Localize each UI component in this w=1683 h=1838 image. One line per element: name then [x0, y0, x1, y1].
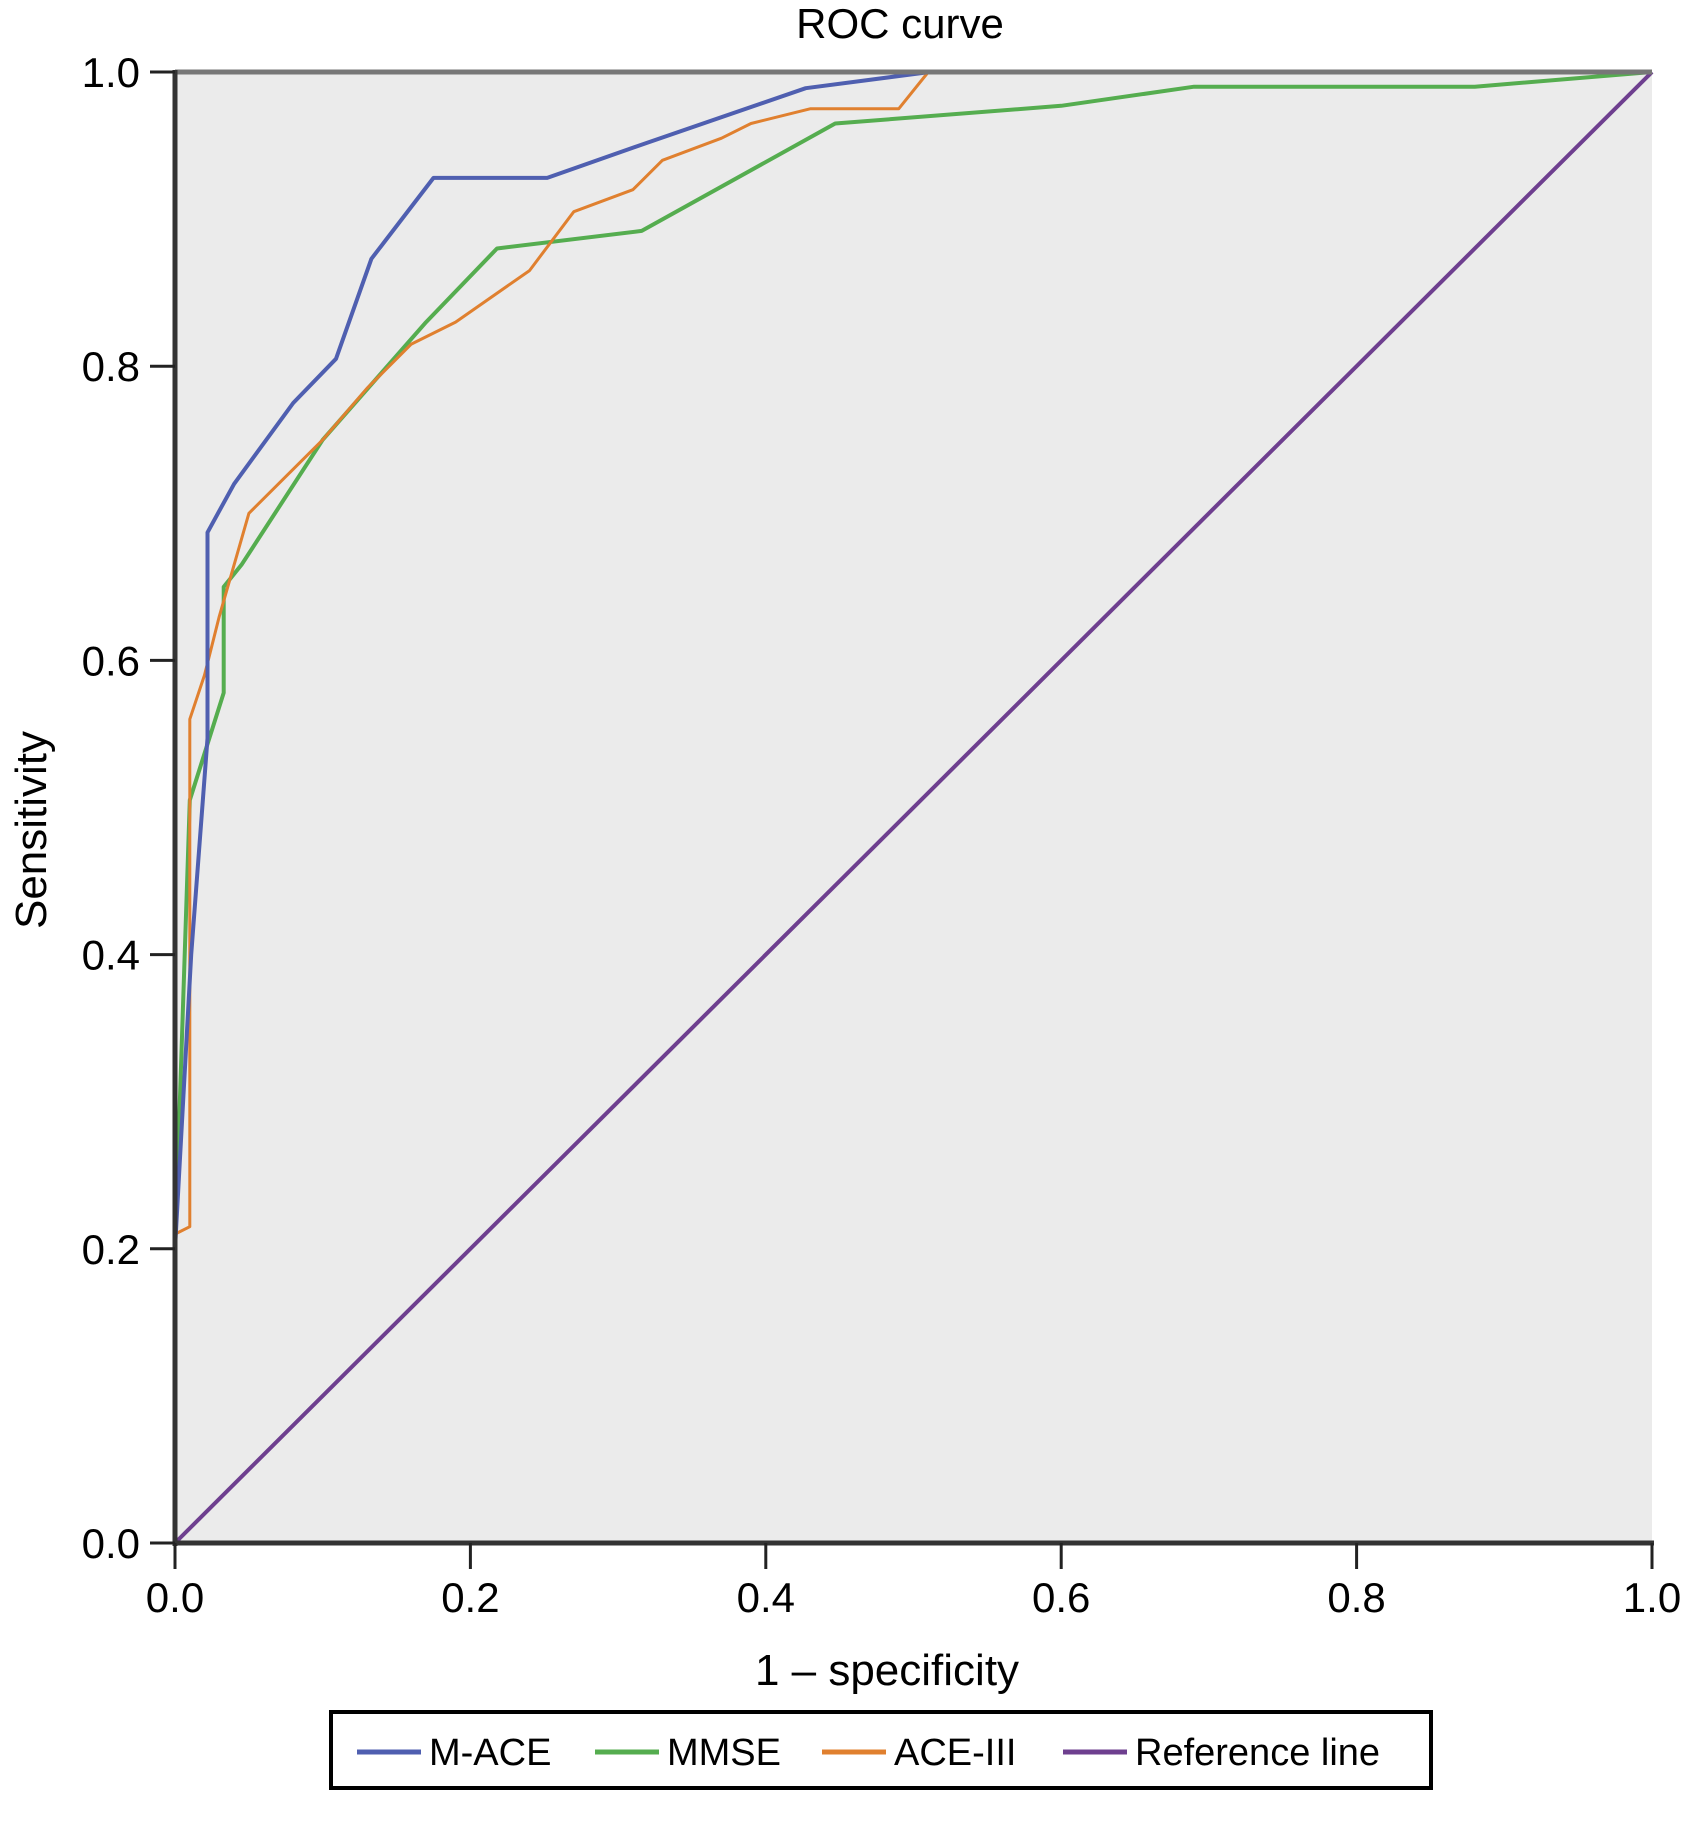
x-ticks: 0.0 0.2 0.4 0.6 0.8 1.0: [146, 1543, 1681, 1621]
series-layer: [173, 70, 1654, 1545]
y-tick-label: 0.6: [82, 637, 140, 684]
x-tick-label: 1.0: [1623, 1574, 1681, 1621]
chart-title: ROC curve: [796, 0, 1004, 47]
series-line-reference-line: [173, 70, 1654, 1545]
y-axis-label: Sensitivity: [7, 731, 56, 929]
y-ticks: 0.0 0.2 0.4 0.6 0.8 1.0: [82, 49, 175, 1567]
y-tick-label: 0.4: [82, 932, 140, 979]
legend-label: ACE-III: [894, 1732, 1016, 1774]
legend-label: MMSE: [667, 1732, 781, 1774]
y-tick-label: 1.0: [82, 49, 140, 96]
legend-label: Reference line: [1135, 1732, 1380, 1774]
x-tick-label: 0.0: [146, 1574, 204, 1621]
x-tick-label: 0.8: [1327, 1574, 1385, 1621]
x-tick-label: 0.4: [737, 1574, 795, 1621]
y-tick-label: 0.8: [82, 343, 140, 390]
legend: M-ACE MMSE ACE-III Reference line: [357, 1732, 1380, 1774]
series-line-mmse: [173, 70, 1653, 1543]
legend-label: M-ACE: [429, 1732, 551, 1774]
x-tick-label: 0.2: [441, 1574, 499, 1621]
x-tick-label: 0.6: [1032, 1574, 1090, 1621]
y-tick-label: 0.0: [82, 1520, 140, 1567]
x-axis-label: 1 – specificity: [755, 1646, 1019, 1695]
series-line-m-ace: [173, 70, 1652, 1543]
y-tick-label: 0.2: [82, 1226, 140, 1273]
series-line-ace-iii: [173, 70, 1652, 1543]
